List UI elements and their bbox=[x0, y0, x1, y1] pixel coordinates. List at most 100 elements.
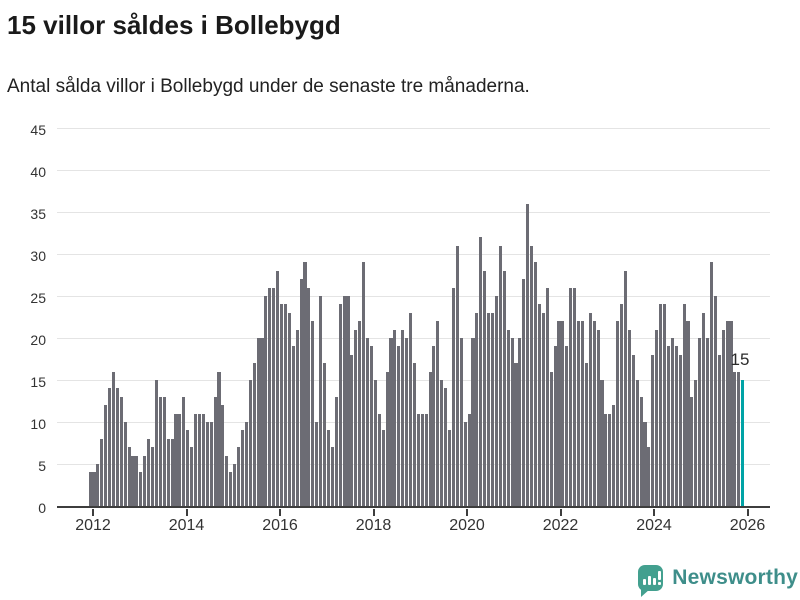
bar bbox=[299, 279, 303, 506]
bar bbox=[557, 321, 561, 506]
bar bbox=[545, 287, 549, 506]
bar bbox=[197, 413, 201, 506]
bar bbox=[205, 422, 209, 506]
bar bbox=[494, 296, 499, 506]
bar bbox=[186, 430, 190, 506]
highlight-bar bbox=[741, 380, 744, 506]
bar bbox=[670, 338, 674, 506]
chart-area bbox=[57, 128, 770, 508]
bar bbox=[682, 304, 686, 506]
bar bbox=[561, 321, 565, 506]
bar bbox=[100, 438, 104, 506]
bar bbox=[393, 329, 397, 506]
bar bbox=[279, 304, 284, 506]
bar bbox=[338, 304, 342, 506]
bar bbox=[229, 472, 233, 506]
bar bbox=[565, 346, 569, 506]
bar bbox=[151, 447, 155, 506]
x-tick-mark bbox=[466, 509, 468, 516]
gridline bbox=[57, 128, 770, 129]
bar bbox=[639, 396, 643, 506]
bar bbox=[725, 321, 729, 506]
bar bbox=[221, 405, 225, 506]
bar bbox=[651, 354, 655, 506]
bar bbox=[522, 279, 526, 506]
bar bbox=[92, 472, 96, 506]
bar bbox=[233, 464, 237, 506]
bar bbox=[135, 455, 139, 506]
x-tick-mark bbox=[279, 509, 281, 516]
bar bbox=[612, 405, 616, 506]
brand-name: Newsworthy bbox=[672, 566, 798, 589]
x-tick-mark bbox=[746, 509, 749, 516]
bar bbox=[276, 270, 280, 506]
logo-exclamation bbox=[658, 571, 661, 580]
bar bbox=[428, 371, 432, 506]
bar bbox=[307, 287, 311, 506]
x-tick-label: 2018 bbox=[355, 517, 392, 534]
bar bbox=[631, 354, 635, 506]
bar bbox=[373, 380, 377, 506]
bar bbox=[190, 447, 194, 506]
x-tick-mark bbox=[653, 509, 655, 516]
bar bbox=[666, 346, 670, 506]
y-tick-label: 20 bbox=[30, 332, 46, 348]
bar bbox=[573, 287, 577, 506]
bar bbox=[111, 371, 116, 506]
bar bbox=[401, 329, 405, 506]
x-tick-label: 2026 bbox=[729, 517, 766, 534]
bar bbox=[104, 405, 108, 506]
bar bbox=[510, 338, 514, 506]
bar bbox=[123, 422, 127, 506]
bar bbox=[451, 287, 456, 506]
bar bbox=[604, 413, 608, 506]
bar bbox=[655, 329, 659, 506]
bar bbox=[674, 346, 678, 506]
bar bbox=[440, 380, 444, 506]
bar bbox=[244, 422, 248, 506]
x-tick-label: 2022 bbox=[542, 517, 579, 534]
bar bbox=[549, 371, 553, 506]
bar bbox=[248, 380, 252, 506]
bar bbox=[498, 245, 502, 506]
bar bbox=[596, 329, 600, 506]
bar bbox=[397, 346, 401, 506]
bar bbox=[467, 413, 471, 506]
chart-subtitle: Antal sålda villor i Bollebygd under de … bbox=[7, 76, 530, 97]
bar bbox=[108, 388, 112, 506]
gridline bbox=[57, 296, 770, 297]
bar bbox=[534, 262, 538, 506]
bar bbox=[502, 270, 506, 506]
x-tick-label: 2012 bbox=[75, 517, 111, 534]
x-tick-mark bbox=[185, 509, 188, 516]
gridline bbox=[57, 170, 770, 171]
bar bbox=[217, 371, 221, 506]
y-tick-label: 35 bbox=[30, 206, 46, 222]
bar bbox=[311, 321, 315, 506]
bar bbox=[678, 354, 682, 506]
bar bbox=[643, 422, 647, 506]
bar bbox=[662, 304, 667, 506]
bar bbox=[182, 396, 186, 506]
bar bbox=[424, 413, 428, 506]
bar bbox=[553, 346, 557, 506]
x-tick-mark bbox=[372, 509, 375, 516]
bar bbox=[291, 346, 295, 506]
y-tick-label: 25 bbox=[30, 290, 46, 306]
bar bbox=[584, 363, 588, 506]
bar bbox=[385, 371, 389, 506]
x-tick-label: 2024 bbox=[636, 517, 672, 534]
bar bbox=[256, 338, 260, 506]
bar bbox=[616, 321, 620, 506]
bar bbox=[506, 329, 510, 506]
bar bbox=[647, 447, 651, 506]
y-tick-label: 30 bbox=[30, 248, 46, 264]
newsworthy-logo-link[interactable]: Newsworthy bbox=[638, 562, 798, 597]
x-tick-label: 2014 bbox=[168, 517, 205, 534]
bar bbox=[88, 472, 92, 506]
bar bbox=[342, 296, 346, 506]
bar bbox=[209, 422, 213, 506]
bar bbox=[475, 312, 479, 506]
bar bbox=[147, 438, 151, 506]
